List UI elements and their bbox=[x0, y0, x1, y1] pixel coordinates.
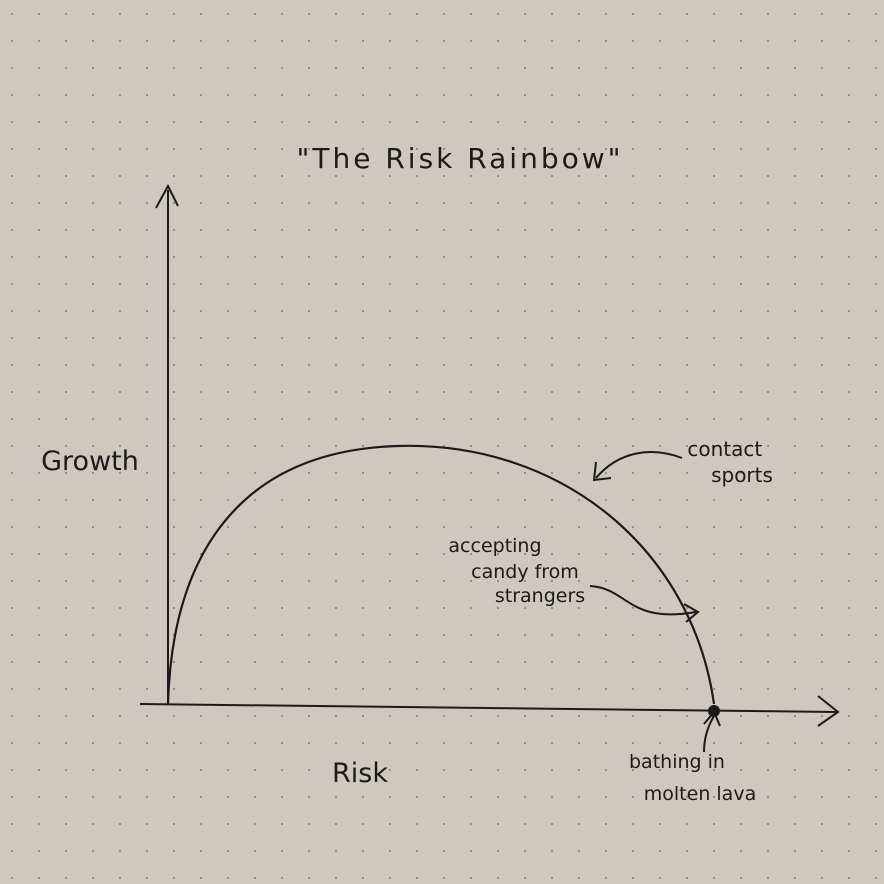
annotation-contact-sports: contact sports bbox=[687, 437, 773, 487]
series-curve-line bbox=[166, 444, 716, 705]
x-axis-label: Risk bbox=[332, 758, 388, 789]
annotation-arrowhead-contact-sports bbox=[592, 461, 612, 482]
x-axis-line bbox=[139, 703, 837, 713]
y-axis-label: Growth bbox=[41, 446, 139, 477]
annotation-arrow-lava bbox=[703, 715, 715, 753]
annotation-contact-sports-line-2: sports bbox=[711, 463, 773, 487]
annotation-candy-strangers: accepting candy from strangers bbox=[448, 535, 585, 607]
dot-grid bbox=[10, 12, 878, 880]
annotation-candy-line-1: accepting bbox=[448, 535, 541, 557]
annotation-arrow-contact-sports bbox=[595, 451, 683, 479]
annotation-arrow-candy bbox=[589, 585, 697, 616]
annotation-lava-line-1: bathing in bbox=[629, 751, 725, 773]
annotation-contact-sports-line-1: contact bbox=[687, 437, 762, 461]
annotation-lava-line-2: molten lava bbox=[644, 783, 756, 805]
annotation-candy-line-2: candy from bbox=[471, 561, 579, 583]
annotation-arrowhead-candy bbox=[683, 603, 700, 623]
chart-title: "The Risk Rainbow" bbox=[297, 142, 624, 175]
y-axis-arrowhead bbox=[155, 183, 179, 209]
annotation-candy-line-3: strangers bbox=[495, 585, 585, 607]
annotation-molten-lava: bathing in molten lava bbox=[629, 751, 756, 805]
annotation-arrowhead-lava bbox=[703, 710, 721, 727]
x-axis-arrowhead bbox=[817, 695, 840, 727]
